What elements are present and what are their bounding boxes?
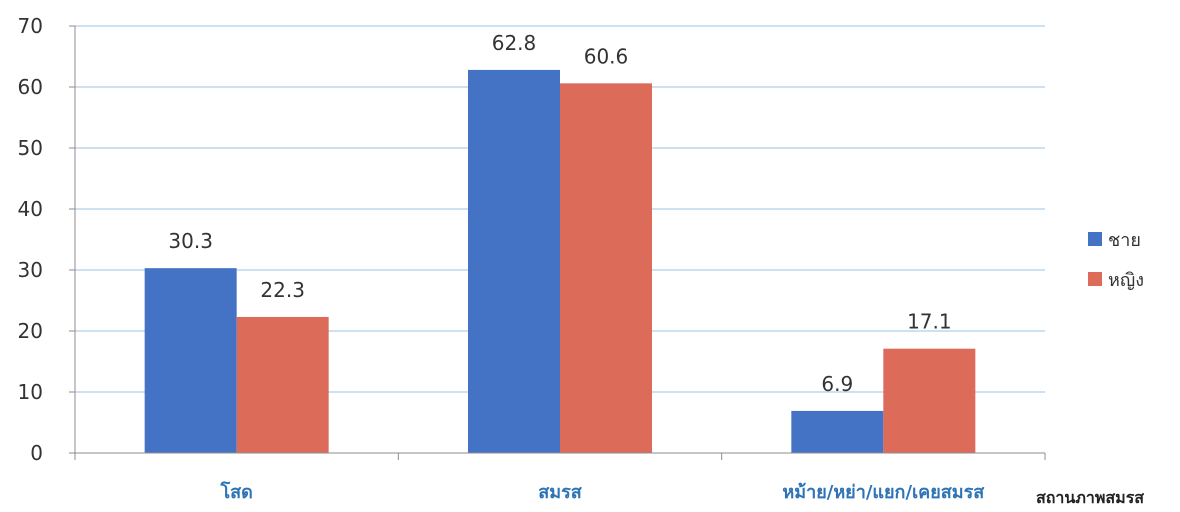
y-tick-label: 30 bbox=[18, 258, 43, 282]
data-label: 60.6 bbox=[584, 44, 629, 68]
bar bbox=[468, 69, 560, 454]
x-category-label: หม้าย/หย่า/แยก/เคยสมรส bbox=[782, 482, 985, 503]
legend-swatch bbox=[1088, 232, 1102, 246]
bar bbox=[236, 316, 329, 453]
legend-label: ชาย bbox=[1108, 230, 1141, 251]
data-label: 6.9 bbox=[821, 372, 853, 396]
x-category-label: โสด bbox=[219, 481, 252, 503]
data-label: 30.3 bbox=[168, 229, 213, 253]
data-label: 62.8 bbox=[492, 31, 537, 55]
y-axis: 0 10 20 30 40 50 60 70 bbox=[18, 14, 76, 465]
y-tick-label: 50 bbox=[18, 136, 43, 160]
data-label: 17.1 bbox=[907, 310, 952, 334]
bar bbox=[560, 83, 652, 453]
x-category-label: สมรส bbox=[538, 482, 583, 503]
y-tick-label: 70 bbox=[18, 14, 43, 38]
x-axis: สถานภาพสมรส โสด สมรส หม้าย/หย่า/แยก/เคยสมร… bbox=[74, 452, 1144, 507]
data-labels: 30.3 22.3 62.8 60.6 6.9 17.1 bbox=[168, 31, 951, 396]
bar bbox=[144, 268, 237, 453]
bar bbox=[883, 348, 976, 453]
y-tick-label: 10 bbox=[18, 380, 43, 404]
data-label: 22.3 bbox=[260, 278, 305, 302]
bar bbox=[791, 410, 884, 453]
y-tick-label: 40 bbox=[18, 197, 43, 221]
y-tick-label: 60 bbox=[18, 75, 43, 99]
x-axis-title: สถานภาพสมรส bbox=[1036, 488, 1144, 507]
legend-swatch bbox=[1088, 272, 1102, 286]
legend-label: หญิง bbox=[1108, 270, 1144, 291]
y-tick-label: 20 bbox=[18, 319, 43, 343]
bars bbox=[144, 69, 976, 454]
y-tick-label: 0 bbox=[30, 441, 43, 465]
